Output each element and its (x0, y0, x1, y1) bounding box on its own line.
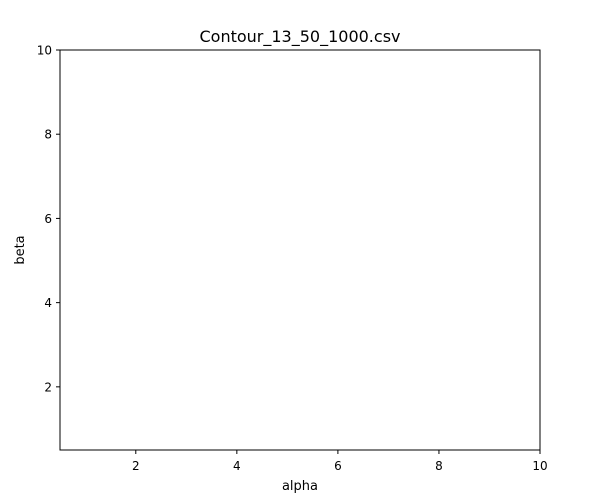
y-tick-label: 2 (44, 380, 52, 394)
x-tick-label: 8 (435, 459, 443, 473)
y-tick-label: 8 (44, 128, 52, 142)
chart-title: Contour_13_50_1000.csv (199, 27, 400, 47)
y-axis-ticks: 2 4 6 8 10 (37, 44, 60, 394)
x-axis-label: alpha (282, 479, 318, 494)
plot-area (59, 49, 541, 451)
x-tick-label: 6 (334, 459, 342, 473)
y-tick-label: 6 (44, 212, 52, 226)
y-tick-label: 4 (44, 296, 52, 310)
x-tick-label: 10 (532, 459, 547, 473)
x-axis-ticks: 2 4 6 8 10 (132, 450, 548, 473)
y-axis-label: beta (13, 235, 28, 264)
x-tick-label: 2 (132, 459, 140, 473)
x-tick-label: 4 (233, 459, 241, 473)
y-tick-label: 10 (37, 44, 52, 58)
